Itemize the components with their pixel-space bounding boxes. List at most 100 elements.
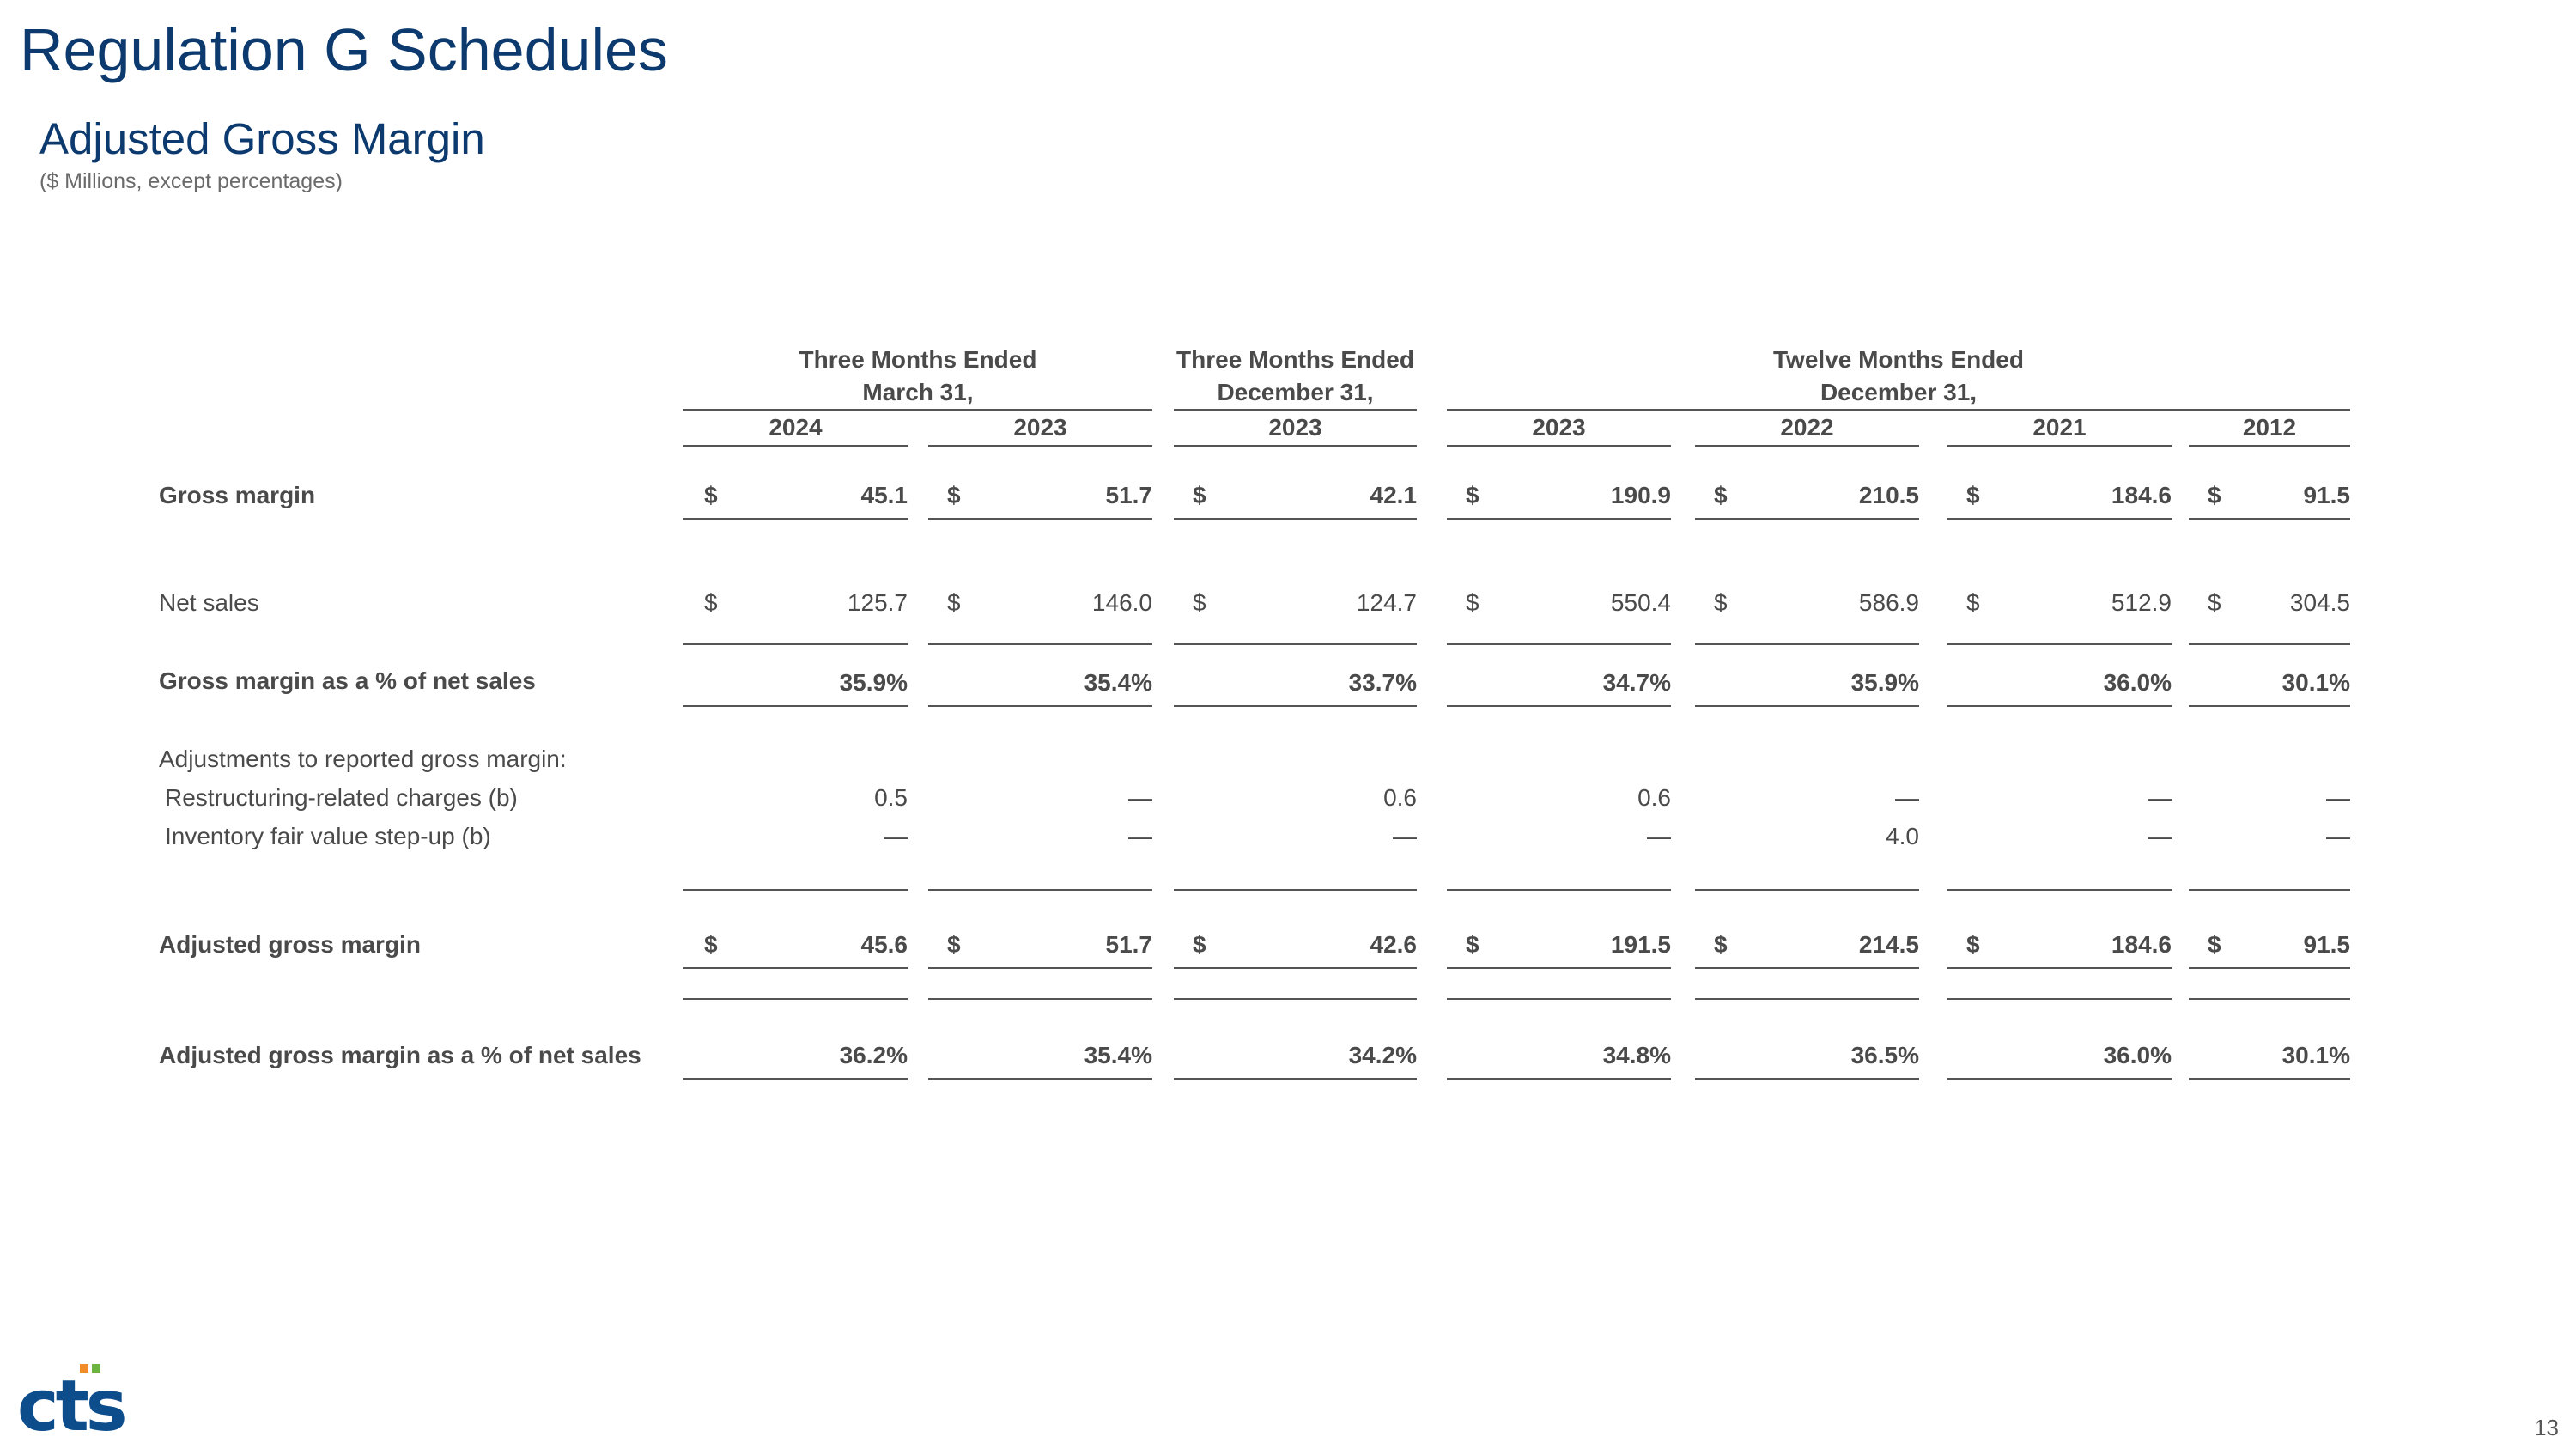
table-cell: — [1447,823,1671,859]
cell-value: 42.1 [1370,482,1418,508]
currency-symbol: $ [704,589,718,616]
table-cell: 0.6 [1447,784,1671,820]
separator-rule [2189,889,2350,891]
currency-symbol: $ [1193,589,1206,616]
table-cell: — [1947,784,2172,820]
cell-value: 512.9 [2111,589,2172,616]
separator-rule [1947,998,2172,1000]
separator-rule [683,998,908,1000]
table-cell: — [928,784,1152,820]
table-cell: 30.1% [2189,643,2350,707]
table-cell: 0.6 [1174,784,1417,820]
cell-value: 30.1% [2281,1042,2350,1068]
cell-value: — [1128,784,1152,811]
page-title: Regulation G Schedules [20,16,668,83]
header-group-1-rule [683,409,1152,411]
currency-symbol: $ [1466,589,1479,616]
table-cell: 36.0% [1947,643,2172,707]
cell-value: 586.9 [1858,589,1919,616]
page-number: 13 [2534,1415,2559,1440]
table-cell: — [1695,784,1919,820]
header-group-3-line-1: Twelve Months Ended [1773,346,2024,373]
row-adjusted-gross-margin-label: Adjusted gross margin [159,931,421,958]
year-header: 2023 [1174,414,1417,447]
table-cell: 34.7% [1447,643,1671,707]
table-cell: — [683,823,908,859]
currency-symbol: $ [947,482,961,508]
row-net-sales-label: Net sales [159,589,259,616]
header-group-1-line-2: March 31, [862,379,974,405]
table-cell: — [1174,823,1417,859]
table-cell: $42.6 [1174,931,1417,969]
table-cell: $91.5 [2189,482,2350,520]
table-cell: $184.6 [1947,482,2172,520]
table-cell: 36.2% [683,1042,908,1080]
currency-symbol: $ [2208,482,2221,508]
year-header: 2022 [1695,414,1919,447]
table-cell: 4.0 [1695,823,1919,859]
cell-value: 34.2% [1348,1042,1417,1068]
currency-symbol: $ [2208,589,2221,616]
table-cell: — [928,823,1152,859]
cell-value: 125.7 [847,589,908,616]
cell-value: 36.0% [2103,1042,2172,1068]
cell-value: 35.9% [839,669,908,696]
header-group-2-line-1: Three Months Ended [1176,346,1414,373]
cell-value: 184.6 [2111,931,2172,958]
cell-value: 91.5 [2303,482,2351,508]
cell-value: — [2326,823,2350,849]
cell-value: 34.8% [1602,1042,1671,1068]
separator-rule [1174,889,1417,891]
separator-rule [2189,998,2350,1000]
table-cell: 35.9% [1695,643,1919,707]
table-cell: 36.5% [1695,1042,1919,1080]
year-header: 2023 [1447,414,1671,447]
cell-value: 35.4% [1084,1042,1152,1068]
cell-value: 214.5 [1858,931,1919,958]
row-adjustments-heading-label: Adjustments to reported gross margin: [159,746,567,772]
header-group-3-line-2: December 31, [1820,379,1978,405]
cell-value: — [1895,784,1919,811]
table-cell: — [2189,823,2350,859]
cell-value: 51.7 [1105,482,1153,508]
separator-rule [1947,889,2172,891]
row-adjusted-gross-margin-pct-label: Adjusted gross margin as a % of net sale… [159,1042,641,1068]
cell-value: 124.7 [1356,589,1417,616]
currency-symbol: $ [1714,482,1728,508]
cell-value: 42.6 [1370,931,1418,958]
cell-value: 30.1% [2281,669,2350,696]
table-cell: $51.7 [928,482,1152,520]
cell-value: — [2148,784,2172,811]
currency-symbol: $ [2208,931,2221,958]
svg-text:cts: cts [17,1366,125,1434]
table-cell: 35.4% [928,643,1152,707]
currency-symbol: $ [1466,482,1479,508]
table-cell: — [2189,784,2350,820]
table-cell: 35.9% [683,643,908,707]
cell-value: 550.4 [1610,589,1671,616]
cell-value: 36.0% [2103,669,2172,696]
cell-value: 304.5 [2289,589,2350,616]
table-cell: $191.5 [1447,931,1671,969]
table-cell: $550.4 [1447,589,1671,625]
cell-value: 190.9 [1610,482,1671,508]
row-restructuring-label: Restructuring-related charges (b) [165,784,518,811]
cell-value: 191.5 [1610,931,1671,958]
year-header: 2012 [2189,414,2350,447]
separator-rule [1695,889,1919,891]
cell-value: — [884,823,908,849]
cell-value: 146.0 [1091,589,1152,616]
cell-value: 210.5 [1858,482,1919,508]
cell-value: 45.1 [860,482,908,508]
cell-value: — [2148,823,2172,849]
separator-rule [928,889,1152,891]
currency-symbol: $ [1714,931,1728,958]
cell-value: 51.7 [1105,931,1153,958]
separator-rule [1447,889,1671,891]
currency-symbol: $ [1193,931,1206,958]
cts-logo: cts [17,1364,128,1434]
table-cell: $146.0 [928,589,1152,625]
header-group-2-rule [1174,409,1417,411]
table-cell: $214.5 [1695,931,1919,969]
table-cell: 30.1% [2189,1042,2350,1080]
